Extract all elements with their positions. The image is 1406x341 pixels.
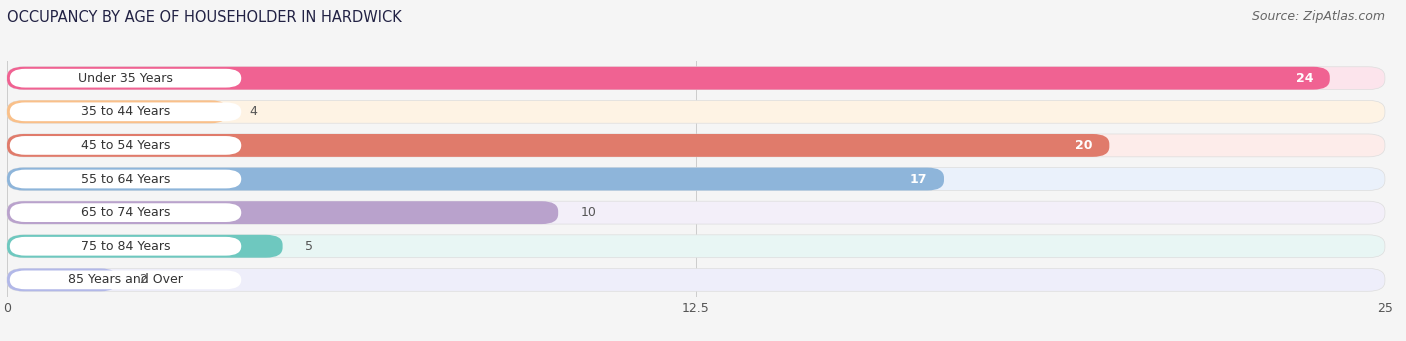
FancyBboxPatch shape bbox=[7, 134, 1385, 157]
Text: 85 Years and Over: 85 Years and Over bbox=[67, 273, 183, 286]
FancyBboxPatch shape bbox=[10, 102, 242, 121]
FancyBboxPatch shape bbox=[7, 235, 283, 258]
Text: 10: 10 bbox=[581, 206, 596, 219]
Text: Source: ZipAtlas.com: Source: ZipAtlas.com bbox=[1251, 10, 1385, 23]
FancyBboxPatch shape bbox=[10, 170, 242, 188]
FancyBboxPatch shape bbox=[7, 67, 1330, 90]
FancyBboxPatch shape bbox=[7, 201, 1385, 224]
Text: 65 to 74 Years: 65 to 74 Years bbox=[80, 206, 170, 219]
FancyBboxPatch shape bbox=[7, 167, 1385, 191]
Text: 24: 24 bbox=[1296, 72, 1313, 85]
Text: 75 to 84 Years: 75 to 84 Years bbox=[80, 240, 170, 253]
FancyBboxPatch shape bbox=[7, 67, 1385, 90]
FancyBboxPatch shape bbox=[7, 268, 1385, 291]
Text: 20: 20 bbox=[1076, 139, 1092, 152]
Text: 5: 5 bbox=[305, 240, 312, 253]
FancyBboxPatch shape bbox=[7, 134, 1109, 157]
FancyBboxPatch shape bbox=[10, 136, 242, 155]
FancyBboxPatch shape bbox=[7, 235, 1385, 258]
FancyBboxPatch shape bbox=[7, 167, 943, 191]
FancyBboxPatch shape bbox=[7, 201, 558, 224]
Text: 17: 17 bbox=[910, 173, 928, 186]
FancyBboxPatch shape bbox=[10, 69, 242, 88]
FancyBboxPatch shape bbox=[7, 268, 117, 291]
Text: 55 to 64 Years: 55 to 64 Years bbox=[80, 173, 170, 186]
Text: Under 35 Years: Under 35 Years bbox=[79, 72, 173, 85]
Text: 4: 4 bbox=[249, 105, 257, 118]
Text: 45 to 54 Years: 45 to 54 Years bbox=[80, 139, 170, 152]
Text: OCCUPANCY BY AGE OF HOUSEHOLDER IN HARDWICK: OCCUPANCY BY AGE OF HOUSEHOLDER IN HARDW… bbox=[7, 10, 402, 25]
FancyBboxPatch shape bbox=[10, 237, 242, 256]
Text: 35 to 44 Years: 35 to 44 Years bbox=[82, 105, 170, 118]
FancyBboxPatch shape bbox=[10, 203, 242, 222]
Text: 2: 2 bbox=[139, 273, 148, 286]
FancyBboxPatch shape bbox=[7, 100, 228, 123]
FancyBboxPatch shape bbox=[10, 270, 242, 289]
FancyBboxPatch shape bbox=[7, 100, 1385, 123]
